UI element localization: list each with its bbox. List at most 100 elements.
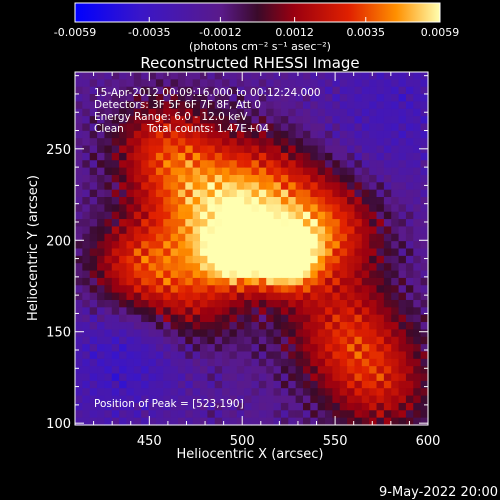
heatmap-pixel — [420, 285, 429, 294]
heatmap-pixel — [273, 174, 282, 183]
heatmap-pixel — [339, 388, 348, 397]
heatmap-pixel — [398, 322, 407, 330]
heatmap-pixel — [347, 322, 356, 330]
heatmap-pixel — [119, 116, 128, 125]
heatmap-pixel — [295, 299, 304, 308]
heatmap-pixel — [376, 366, 385, 375]
heatmap-pixel — [317, 366, 326, 375]
heatmap-pixel — [398, 145, 407, 154]
heatmap-pixel — [222, 72, 231, 80]
heatmap-pixel — [347, 248, 356, 257]
heatmap-pixel — [302, 189, 311, 198]
heatmap-pixel — [413, 314, 422, 323]
heatmap-pixel — [302, 72, 311, 80]
heatmap-pixel — [280, 72, 289, 80]
heatmap-pixel — [163, 101, 172, 110]
heatmap-pixel — [251, 138, 260, 147]
heatmap-pixel — [325, 336, 333, 345]
heatmap-pixel — [82, 101, 91, 110]
heatmap-pixel — [89, 299, 98, 308]
heatmap-pixel — [325, 344, 333, 353]
heatmap-pixel — [82, 388, 91, 397]
heatmap-pixel — [97, 277, 106, 286]
heatmap-pixel — [163, 358, 172, 367]
heatmap-pixel — [229, 160, 238, 169]
heatmap-pixel — [141, 277, 150, 286]
heatmap-pixel — [111, 226, 120, 235]
heatmap-pixel — [317, 263, 326, 272]
heatmap-pixel — [177, 219, 186, 228]
heatmap-pixel — [185, 108, 194, 117]
heatmap-pixel — [222, 101, 231, 110]
heatmap-pixel — [170, 241, 179, 250]
heatmap-pixel — [391, 219, 400, 228]
heatmap-pixel — [280, 351, 289, 360]
heatmap-pixel — [361, 233, 370, 242]
heatmap-pixel — [148, 285, 157, 294]
heatmap-pixel — [325, 358, 333, 367]
heatmap-pixel — [310, 211, 319, 220]
heatmap-pixel — [141, 329, 150, 338]
heatmap-pixel — [163, 248, 172, 257]
heatmap-pixel — [295, 292, 304, 301]
heatmap-pixel — [288, 402, 297, 411]
heatmap-pixel — [119, 263, 128, 272]
heatmap-pixel — [288, 138, 297, 147]
heatmap-pixel — [229, 86, 238, 95]
heatmap-pixel — [236, 211, 245, 220]
heatmap-pixel — [332, 197, 341, 205]
heatmap-pixel — [391, 101, 400, 110]
heatmap-pixel — [332, 108, 341, 117]
heatmap-pixel — [185, 226, 194, 235]
heatmap-pixel — [295, 145, 304, 154]
heatmap-pixel — [383, 226, 392, 235]
heatmap-pixel — [369, 277, 378, 286]
heatmap-pixel — [405, 255, 414, 264]
heatmap-pixel — [163, 130, 172, 139]
heatmap-pixel — [244, 233, 253, 242]
heatmap-pixel — [398, 79, 407, 88]
heatmap-pixel — [398, 160, 407, 169]
heatmap-pixel — [177, 182, 186, 191]
heatmap-pixel — [354, 160, 363, 169]
heatmap-pixel — [332, 410, 341, 419]
heatmap-pixel — [89, 380, 98, 389]
heatmap-pixel — [75, 116, 83, 125]
heatmap-pixel — [251, 160, 260, 169]
heatmap-pixel — [280, 174, 289, 183]
heatmap-pixel — [119, 233, 128, 242]
heatmap-pixel — [369, 211, 378, 220]
heatmap-pixel — [325, 263, 333, 272]
heatmap-pixel — [155, 167, 164, 176]
heatmap-pixel — [82, 108, 91, 117]
heatmap-pixel — [97, 380, 106, 389]
heatmap-pixel — [148, 299, 157, 308]
heatmap-pixel — [354, 307, 363, 316]
heatmap-pixel — [222, 336, 231, 345]
heatmap-pixel — [97, 152, 106, 161]
heatmap-pixel — [200, 108, 208, 117]
heatmap-pixel — [383, 160, 392, 169]
heatmap-pixel — [413, 255, 422, 264]
heatmap-pixel — [133, 248, 142, 257]
heatmap-pixel — [82, 226, 91, 235]
heatmap-pixel — [295, 116, 304, 125]
heatmap-pixel — [347, 402, 356, 411]
heatmap-pixel — [155, 219, 164, 228]
heatmap-pixel — [317, 108, 326, 117]
heatmap-pixel — [192, 130, 201, 139]
heatmap-pixel — [332, 277, 341, 286]
heatmap-pixel — [347, 182, 356, 191]
heatmap-pixel — [288, 255, 297, 264]
heatmap-pixel — [148, 233, 157, 242]
heatmap-pixel — [361, 307, 370, 316]
heatmap-pixel — [192, 101, 201, 110]
heatmap-pixel — [405, 138, 414, 147]
heatmap-pixel — [251, 204, 260, 213]
heatmap-pixel — [310, 86, 319, 95]
heatmap-pixel — [354, 270, 363, 279]
heatmap-pixel — [258, 182, 267, 191]
heatmap-pixel — [339, 402, 348, 411]
heatmap-pixel — [273, 410, 282, 419]
heatmap-pixel — [383, 94, 392, 103]
